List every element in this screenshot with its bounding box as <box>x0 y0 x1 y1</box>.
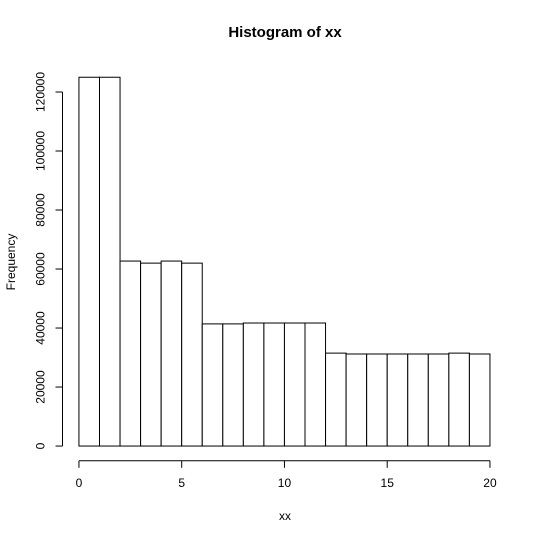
bar <box>78 76 100 447</box>
x-axis-label: xx <box>279 509 291 523</box>
y-tick-label: 40000 <box>34 311 48 345</box>
bar <box>427 353 450 447</box>
y-tick-label: 80000 <box>34 193 48 227</box>
bar <box>119 260 142 447</box>
y-tick-label: 20000 <box>34 370 48 404</box>
x-tick-label: 10 <box>278 476 292 490</box>
bar <box>181 262 203 447</box>
x-tick-label: 5 <box>178 476 185 490</box>
bar <box>140 262 162 447</box>
x-tick-label: 0 <box>76 476 83 490</box>
y-axis-label: Frequency <box>4 234 18 291</box>
bar <box>407 353 429 447</box>
bar <box>98 76 121 447</box>
bar <box>448 352 470 447</box>
y-tick-label: 60000 <box>34 252 48 286</box>
bar <box>386 353 409 447</box>
y-tick-label: 100000 <box>34 131 48 171</box>
bar <box>160 260 183 447</box>
bar <box>345 353 368 447</box>
bar <box>468 353 491 447</box>
bar <box>201 323 224 447</box>
bar <box>263 322 285 447</box>
bar <box>366 353 388 447</box>
chart-title: Histogram of xx <box>228 24 342 41</box>
x-tick-label: 20 <box>483 476 497 490</box>
bar <box>283 322 306 447</box>
bar <box>242 322 265 447</box>
bar <box>222 323 244 447</box>
y-tick-label: 0 <box>34 442 48 449</box>
y-tick-label: 120000 <box>34 72 48 112</box>
x-tick-label: 15 <box>381 476 395 490</box>
bar <box>304 322 327 447</box>
bar <box>325 352 347 447</box>
